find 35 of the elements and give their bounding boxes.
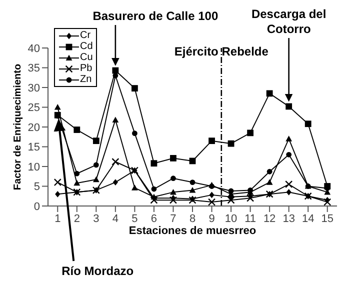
x-tick-label: 9 [208, 212, 215, 225]
x-tick-label: 15 [321, 212, 334, 225]
x-tick-label: 2 [74, 212, 80, 225]
legend-label: Zn [80, 74, 92, 85]
y-axis-title: Factor de Enriquecimiento [12, 64, 24, 190]
x-axis-title: Estaciones de muesrreo [128, 225, 256, 237]
x-tick-label: 1 [54, 212, 61, 225]
y-tick-label: 10 [28, 161, 40, 174]
x-tick-label: 4 [112, 212, 118, 225]
y-tick-label: 35 [28, 62, 40, 75]
x-tick-label: 3 [93, 212, 100, 225]
x-tick-label: 11 [244, 212, 256, 225]
annotation: Descarga del Cotorro [251, 7, 326, 36]
y-tick-label: 5 [34, 181, 40, 194]
legend-label: Cd [80, 41, 93, 52]
y-tick-label: 15 [28, 142, 40, 154]
x-tick-label: 13 [282, 212, 295, 225]
x-tick-label: 10 [224, 212, 238, 225]
x-tick-label: 12 [263, 212, 276, 225]
ref-line-label: Ejército Rebelde [174, 44, 269, 59]
y-tick-label: 25 [28, 102, 40, 114]
x-tick-label: 6 [150, 212, 158, 225]
annotation: Río Mordazo [62, 264, 134, 278]
legend-label: Cr [80, 30, 91, 41]
x-tick-label: 14 [302, 212, 314, 225]
legend-label: Cu [80, 52, 93, 63]
y-tick-label: 30 [28, 82, 40, 94]
legend-label: Pb [80, 63, 92, 74]
y-tick-label: 40 [28, 42, 40, 55]
x-tick-label: 7 [170, 212, 176, 225]
annotation: Basurero de Calle 100 [92, 9, 218, 23]
x-tick-label: 5 [132, 212, 138, 225]
y-tick-label: 20 [28, 122, 40, 134]
y-tick-label: 0 [34, 200, 40, 213]
x-tick-label: 8 [189, 212, 196, 225]
